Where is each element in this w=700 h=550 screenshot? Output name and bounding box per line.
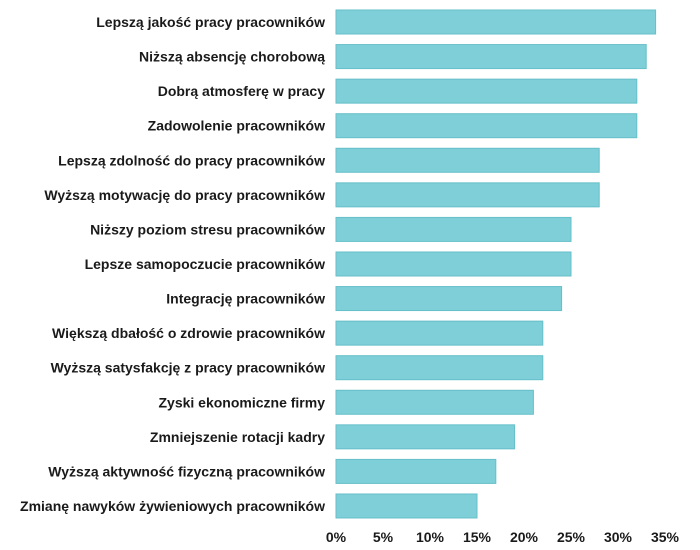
bar [335,182,600,208]
category-label: Zmniejszenie rotacji kadry [150,429,325,445]
category-label: Wyższą satysfakcję z pracy pracowników [51,360,326,376]
category-label: Wyższą motywację do pracy pracowników [44,187,325,203]
bar [335,216,572,242]
bar [335,78,638,104]
category-label: Lepszą zdolność do pracy pracowników [58,152,325,168]
bar [335,424,516,450]
bar [335,113,638,139]
bar [335,355,544,381]
bar [335,44,647,70]
category-label: Zyski ekonomiczne firmy [158,394,325,410]
bar [335,389,534,415]
category-label: Niższą absencję chorobową [139,49,325,65]
category-label: Niższy poziom stresu pracowników [90,221,325,237]
category-label: Zadowolenie pracowników [148,118,325,134]
x-axis-ticks: 0% 5% 10% 15% 20% 25% 30% 35% [326,529,680,545]
category-label: Dobrą atmosferę w pracy [158,83,325,99]
category-label: Lepsze samopoczucie pracowników [85,256,326,272]
bar [335,458,497,484]
x-tick-label: 5% [373,529,394,545]
category-label: Zmianę nawyków żywieniowych pracowników [20,498,325,514]
x-tick-label: 35% [651,529,680,545]
bars [335,9,657,519]
x-tick-label: 30% [604,529,633,545]
bar [335,147,600,173]
x-tick-label: 0% [326,529,347,545]
x-tick-label: 25% [557,529,586,545]
x-tick-label: 10% [416,529,445,545]
category-label: Większą dbałość o zdrowie pracowników [52,325,325,341]
bar [335,493,478,519]
bar [335,251,572,277]
category-label: Wyższą aktywność fizyczną pracowników [48,463,325,479]
bar [335,9,657,35]
category-label: Lepszą jakość pracy pracowników [96,14,325,30]
bar [335,286,563,312]
x-tick-label: 15% [463,529,492,545]
x-tick-label: 20% [510,529,539,545]
bar [335,320,544,346]
category-labels: Lepszą jakość pracy pracowników Niższą ab… [20,14,325,514]
category-label: Integrację pracowników [166,291,325,307]
